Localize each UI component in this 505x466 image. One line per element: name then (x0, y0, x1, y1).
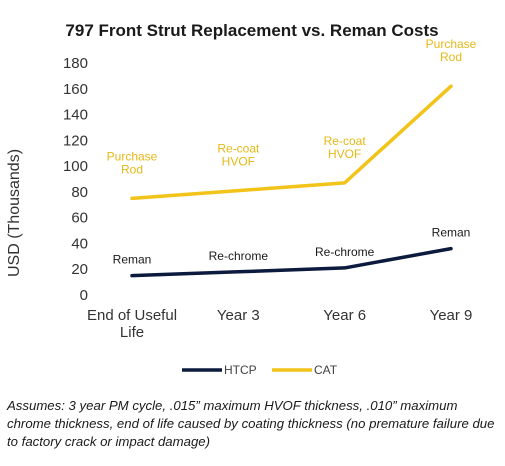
point-annotation: Re-coat HVOF (217, 142, 260, 169)
text-line: Purchase (426, 37, 477, 51)
footnote: Assumes: 3 year PM cycle, .015” maximum … (7, 398, 495, 449)
text-line: HVOF (328, 147, 361, 161)
y-tick-label: 100 (63, 158, 88, 175)
text-line: Reman (432, 226, 471, 240)
legend-label-cat: CAT (314, 363, 338, 377)
y-tick-label: 180 (63, 55, 88, 72)
chart-title: 797 Front Strut Replacement vs. Reman Co… (65, 21, 438, 40)
point-annotation: Reman (432, 226, 471, 240)
y-axis-label: USD (Thousands) (6, 149, 23, 277)
text-line: Re-chrome (315, 245, 375, 259)
y-tick-label: 80 (71, 184, 88, 201)
text-line: Re-chrome (209, 249, 269, 263)
series-line-htcp (130, 246, 453, 278)
text-line: Rod (440, 50, 462, 64)
x-tick-label: Year 3 (217, 307, 260, 324)
series-line-cat (130, 84, 453, 201)
text-line: HVOF (222, 155, 255, 169)
point-annotation: Purchase Rod (107, 149, 158, 176)
point-annotation: Reman (113, 253, 152, 267)
text-line: Purchase (107, 149, 158, 163)
text-line: Year 9 (430, 307, 473, 324)
legend: HTCP CAT (182, 363, 338, 377)
y-tick-label: 0 (80, 287, 88, 304)
text-line: Year 6 (323, 307, 366, 324)
point-annotation: Re-chrome (209, 249, 269, 263)
y-tick-label: 160 (63, 81, 88, 98)
x-tick-label: Year 9 (430, 307, 473, 324)
text-line: Year 3 (217, 307, 260, 324)
text-line: Re-coat (324, 134, 367, 148)
y-axis-ticks: 0 20 40 60 80 100 120 140 160 180 (63, 55, 88, 304)
point-annotation: Re-chrome (315, 245, 375, 259)
y-tick-label: 20 (71, 261, 88, 278)
y-tick-label: 140 (63, 107, 88, 124)
x-tick-label: Year 6 (323, 307, 366, 324)
text-line: Rod (121, 162, 143, 176)
y-tick-label: 40 (71, 235, 88, 252)
point-annotation: Re-coat HVOF (324, 134, 367, 161)
y-tick-label: 60 (71, 210, 88, 227)
point-annotation: Purchase Rod (426, 37, 477, 64)
x-tick-label: End of Useful Life (87, 307, 177, 341)
text-line: Re-coat (217, 142, 260, 156)
legend-label-htcp: HTCP (224, 363, 257, 377)
y-tick-label: 120 (63, 132, 88, 149)
text-line: Reman (113, 253, 152, 267)
text-line: Life (120, 324, 144, 341)
series-lines (130, 84, 453, 278)
x-axis-ticks: End of Useful Life Year 3 Year 6 Year 9 (87, 307, 472, 341)
text-line: End of Useful (87, 307, 177, 324)
